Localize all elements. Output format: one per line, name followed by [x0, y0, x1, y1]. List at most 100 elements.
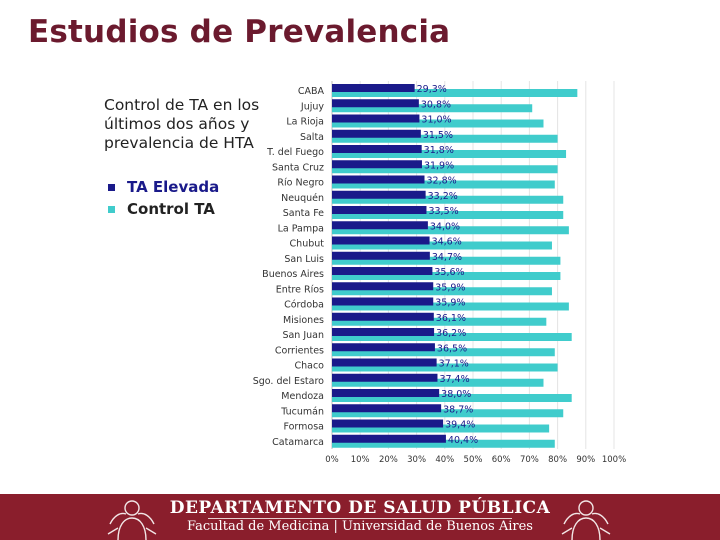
bar-ta-elevada [332, 206, 427, 214]
bar-control-ta [332, 180, 555, 189]
data-label: 33,5% [428, 206, 458, 217]
data-label: 31,5% [423, 130, 453, 141]
data-label: 30,8% [421, 99, 451, 110]
legend-swatch-ta-elevada [108, 183, 115, 191]
data-label: 34,0% [430, 221, 460, 232]
footer-divider [208, 518, 512, 519]
chart-title: Control de TA en los últimos dos años y … [104, 96, 260, 152]
slide-title: Estudios de Prevalencia [28, 14, 451, 50]
bar-control-ta [332, 104, 533, 113]
category-label: La Rioja [286, 117, 324, 128]
x-tick-label: 10% [351, 455, 370, 465]
data-label: 35,9% [435, 282, 465, 293]
data-label: 36,2% [436, 328, 466, 339]
bar-control-ta [332, 150, 567, 158]
bar-control-ta [332, 394, 572, 402]
category-label: T. del Fuego [266, 147, 324, 158]
data-label: 34,7% [432, 252, 462, 263]
data-label: 40,4% [448, 435, 478, 446]
bar-control-ta [332, 348, 555, 357]
category-label: Neuquén [281, 193, 324, 204]
x-tick-label: 20% [379, 455, 398, 465]
legend-item-control-ta: Control TA [108, 198, 219, 220]
bar-control-ta [332, 226, 569, 235]
x-tick-label: 50% [464, 455, 483, 465]
data-label: 31,0% [421, 115, 451, 126]
x-tick-label: 100% [602, 455, 626, 465]
bar-ta-elevada [332, 389, 440, 397]
data-label: 29,3% [417, 84, 447, 95]
category-label: Chubut [290, 239, 325, 250]
category-label: Tucumán [280, 406, 324, 417]
data-label: 36,1% [436, 313, 466, 324]
bar-ta-elevada [332, 99, 419, 108]
bar-control-ta [332, 424, 550, 433]
faculty-subtitle: Facultad de Medicina | Universidad de Bu… [187, 519, 533, 534]
category-label: Corrientes [275, 345, 324, 356]
category-label: Córdoba [284, 300, 324, 311]
x-tick-label: 80% [548, 455, 567, 465]
data-label: 38,0% [441, 389, 471, 400]
legend-swatch-control-ta [108, 205, 115, 213]
x-tick-label: 60% [492, 455, 511, 465]
legend-item-ta-elevada: TA Elevada [108, 176, 219, 198]
bar-control-ta [332, 119, 544, 128]
bar-ta-elevada [332, 328, 435, 336]
category-label: Catamarca [272, 437, 324, 448]
bar-ta-elevada [332, 404, 442, 413]
x-tick-label: 90% [576, 455, 595, 465]
bar-control-ta [332, 89, 578, 97]
x-tick-label: 30% [407, 455, 426, 465]
category-label: San Juan [282, 330, 324, 341]
category-label: Santa Cruz [272, 162, 324, 173]
bar-control-ta [332, 302, 569, 311]
left-crest-icon [107, 500, 157, 540]
bar-control-ta [332, 211, 564, 219]
bar-control-ta [332, 333, 572, 341]
bar-ta-elevada [332, 236, 430, 245]
bar-ta-elevada [332, 373, 438, 382]
bar-ta-elevada [332, 114, 420, 123]
right-crest-icon [561, 500, 611, 540]
category-label: Sgo. del Estaro [253, 376, 324, 387]
bar-ta-elevada [332, 251, 430, 260]
bar-ta-elevada [332, 145, 422, 153]
bar-control-ta [332, 363, 558, 372]
category-label: Río Negro [277, 178, 324, 189]
footer-banner: DEPARTAMENTO DE SALUD PÚBLICA Facultad d… [0, 494, 720, 540]
bar-control-ta [332, 287, 552, 296]
bar-control-ta [332, 165, 558, 174]
data-label: 35,6% [434, 267, 464, 278]
data-label: 31,9% [424, 160, 454, 171]
bar-ta-elevada [332, 312, 434, 321]
bar-control-ta [332, 272, 561, 280]
bar-chart: CABA 29,3% Jujuy 30,8% La Rioja 31,0% Salta 31,… [253, 81, 626, 465]
category-label: Entre Ríos [276, 284, 324, 295]
data-label: 39,4% [445, 420, 475, 431]
bar-control-ta [332, 256, 561, 265]
bar-ta-elevada [332, 221, 428, 230]
data-label: 31,8% [424, 145, 454, 156]
data-label: 34,6% [432, 237, 462, 248]
bar-control-ta [332, 317, 547, 326]
data-label: 37,1% [439, 359, 469, 370]
bar-ta-elevada [332, 190, 426, 199]
category-label: Chaco [294, 361, 324, 372]
bar-ta-elevada [332, 358, 437, 367]
bar-control-ta [332, 195, 564, 204]
category-label: Mendoza [281, 391, 324, 402]
category-label: Salta [300, 132, 324, 143]
x-tick-label: 40% [435, 455, 454, 465]
x-tick-label: 0% [325, 455, 339, 465]
data-label: 33,2% [428, 191, 458, 202]
bar-control-ta [332, 378, 544, 387]
category-label: Jujuy [300, 101, 324, 112]
category-label: Formosa [283, 422, 324, 433]
bar-ta-elevada [332, 282, 434, 291]
x-tick-label: 70% [520, 455, 539, 465]
bar-ta-elevada [332, 419, 444, 428]
legend-label-control-ta: Control TA [127, 200, 215, 218]
data-label: 32,8% [426, 176, 456, 187]
category-label: Santa Fe [283, 208, 324, 219]
bar-ta-elevada [332, 84, 415, 92]
